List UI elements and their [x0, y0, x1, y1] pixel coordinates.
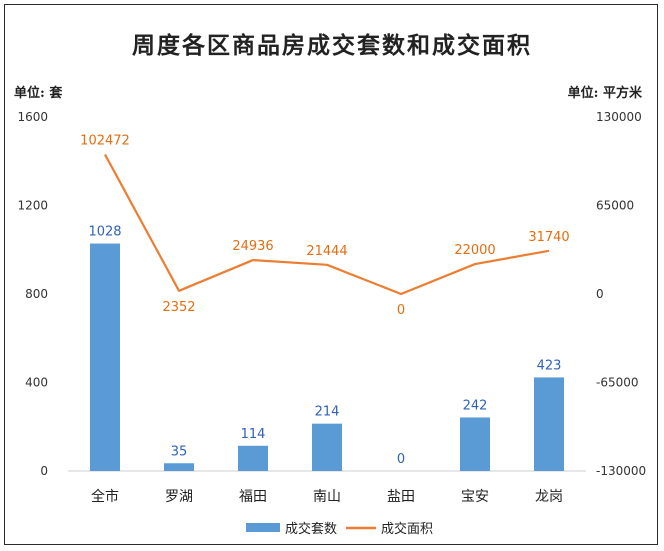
- left-axis-tick-label: 0: [40, 464, 48, 478]
- bar: [460, 417, 490, 471]
- left-axis-tick-label: 800: [25, 287, 48, 301]
- legend-bar-label: 成交套数: [285, 521, 337, 537]
- line-data-label: 2352: [162, 300, 195, 315]
- bar-data-label: 1028: [88, 225, 121, 240]
- left-axis-tick-label: 400: [25, 376, 48, 390]
- bar: [238, 445, 268, 471]
- bar: [312, 423, 342, 471]
- right-axis-tick-label: -65000: [596, 376, 639, 390]
- right-axis-tick-label: -130000: [596, 464, 646, 478]
- left-axis-tick-label: 1200: [17, 199, 48, 213]
- x-axis-category-label: 福田: [239, 489, 267, 505]
- right-axis-tick-label: 0: [596, 287, 604, 301]
- line-data-label: 31740: [528, 230, 569, 245]
- line-data-label: 24936: [232, 239, 273, 254]
- bar: [164, 463, 194, 471]
- legend-bar-swatch: [246, 523, 280, 532]
- line-data-label: 0: [397, 303, 405, 318]
- x-axis-category-label: 盐田: [387, 489, 415, 505]
- bar: [90, 243, 120, 471]
- line-data-label: 22000: [454, 243, 495, 258]
- x-axis-category-label: 全市: [91, 488, 119, 505]
- right-axis-tick-label: 130000: [596, 110, 642, 124]
- bar-data-label: 423: [537, 358, 562, 373]
- x-axis-category-label: 南山: [313, 489, 341, 505]
- bar-data-label: 214: [315, 405, 340, 420]
- bar-data-label: 35: [171, 444, 188, 459]
- x-axis-category-label: 龙岗: [535, 489, 563, 505]
- area-line: [104, 153, 550, 296]
- bar-data-label: 242: [463, 398, 488, 413]
- right-axis-unit: 单位: 平方米: [567, 86, 642, 101]
- left-axis-unit: 单位: 套: [14, 86, 63, 101]
- line-data-label: 102472: [80, 133, 130, 148]
- bar: [534, 377, 564, 471]
- left-axis-tick-label: 1600: [17, 110, 48, 124]
- x-axis-category-label: 罗湖: [165, 489, 193, 505]
- legend-line-label: 成交面积: [381, 521, 433, 537]
- chart-title: 周度各区商品房成交套数和成交面积: [132, 32, 532, 59]
- bar-data-label: 0: [397, 452, 405, 467]
- x-axis-category-label: 宝安: [461, 489, 489, 505]
- bar-data-label: 114: [241, 427, 266, 442]
- line-data-label: 21444: [306, 244, 347, 259]
- right-axis-tick-label: 65000: [596, 199, 634, 213]
